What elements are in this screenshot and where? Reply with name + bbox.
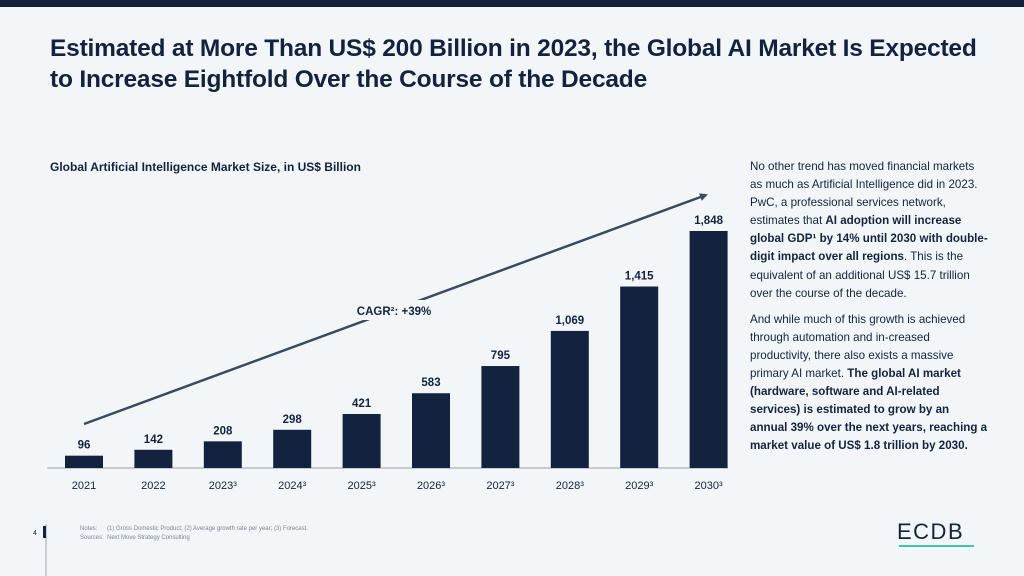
bar-2029³ [620,286,659,468]
data-label: 208 [213,425,233,437]
x-tick-label: 2025³ [348,480,376,492]
logo-underline [899,545,974,547]
ecdb-logo: ECDB [897,519,965,544]
x-tick-label: 2024³ [278,480,306,492]
top-bar [0,0,1024,7]
x-tick-label: 2022 [141,480,165,492]
bar-2023³ [203,441,242,468]
data-label: 795 [491,350,511,362]
data-label: 583 [421,377,440,389]
data-label: 1,848 [694,215,723,227]
sources-text: Next Move Strategy Consulting [107,535,190,541]
page-title: Estimated at More Than US$ 200 Billion i… [50,35,977,93]
chart-title: Global Artificial Intelligence Market Si… [50,160,361,174]
side-text: No other trend has moved financial marke… [750,158,988,464]
side-paragraph-2: And while much of this growth is achieve… [750,312,988,453]
x-tick-label: 2030³ [695,480,723,492]
x-tick-label: 2021 [72,480,96,492]
x-tick-label: 2026³ [417,480,445,492]
notes-label: Notes: [80,526,98,532]
cagr-label-background [352,300,436,320]
cagr-annotation: CAGR²: +39% [357,306,431,318]
side-paragraph-1: No other trend has moved financial marke… [750,160,988,300]
x-tick-label: 2029³ [625,480,653,492]
bar-2030³ [689,231,728,468]
data-label: 142 [144,434,163,446]
bar-2026³ [412,393,450,468]
x-tick-label: 2023³ [209,480,237,492]
data-label: 1,069 [555,315,584,327]
sources-label: Sources: [80,535,104,541]
bar-2022 [134,449,173,468]
data-label: 421 [352,398,372,410]
page-marker [43,526,46,538]
notes-text: (1) Gross Domestic Product; (2) Average … [107,526,308,532]
data-label: 1,415 [625,271,654,283]
bar-2025³ [342,414,381,468]
bar-2021 [65,455,103,468]
footer-divider [45,524,47,576]
footnotes: Notes: (1) Gross Domestic Product; (2) Av… [80,525,308,543]
bar-2027³ [481,366,520,468]
page-number: 4 [33,530,37,537]
x-tick-label: 2027³ [486,480,514,492]
x-tick-label: 2028³ [556,480,584,492]
bar-2028³ [550,330,589,468]
data-label: 96 [78,440,91,452]
data-label: 298 [283,414,303,426]
bar-2024³ [273,429,312,468]
